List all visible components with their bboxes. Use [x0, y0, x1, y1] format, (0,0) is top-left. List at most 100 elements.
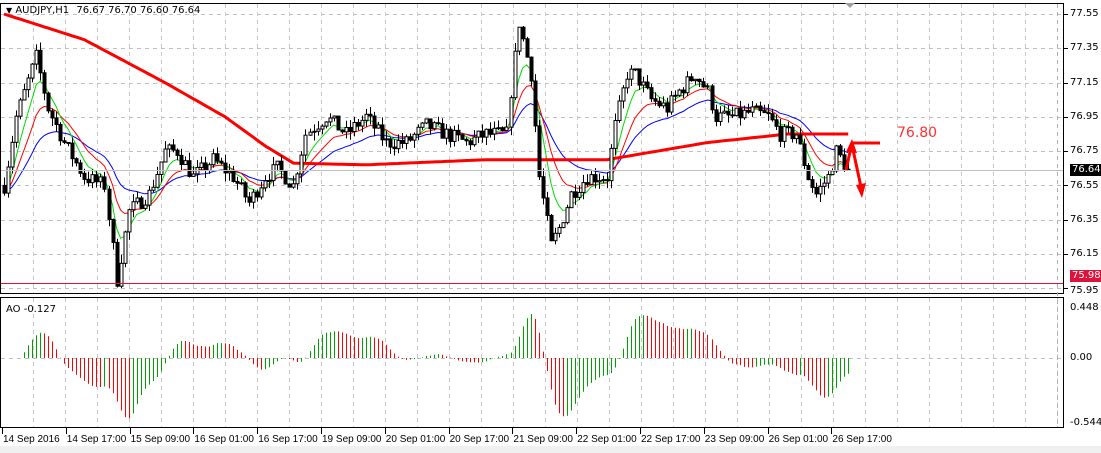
time-label: 23 Sep 09:00 [704, 434, 765, 445]
candle [400, 139, 405, 144]
candle [621, 87, 626, 102]
candle [609, 147, 614, 182]
candle [372, 115, 377, 129]
candle [742, 109, 747, 119]
candle [191, 173, 196, 177]
candle [34, 49, 39, 65]
candle [613, 119, 618, 149]
candle [633, 68, 638, 71]
candle [452, 129, 457, 142]
candle [653, 98, 658, 102]
candle [722, 110, 727, 114]
candle [135, 197, 140, 203]
candle [669, 95, 674, 113]
candle [432, 122, 437, 130]
candle [74, 158, 79, 164]
candle [46, 92, 51, 112]
candle [320, 125, 325, 130]
alert-price-tag: 75.98 [1070, 270, 1101, 282]
candle [159, 161, 164, 175]
candle [766, 112, 771, 115]
candle [10, 141, 15, 168]
candle [412, 133, 417, 141]
candle [275, 160, 280, 166]
candle [219, 160, 224, 164]
candle [661, 102, 666, 107]
candle [163, 148, 168, 163]
candle [818, 185, 823, 195]
candle [798, 134, 803, 145]
candle [86, 178, 91, 184]
candle [509, 97, 514, 128]
candle [26, 77, 31, 91]
candle [710, 85, 715, 111]
candle [58, 124, 63, 142]
candle [14, 115, 19, 143]
candle [50, 110, 55, 119]
candle [488, 128, 493, 135]
ao-tick: -0.544 [1070, 417, 1101, 428]
candle [673, 94, 678, 97]
candle [545, 197, 550, 216]
candle [207, 164, 212, 171]
candle [649, 87, 654, 100]
candle [119, 262, 124, 287]
candle [388, 138, 393, 148]
time-label: 14 Sep 2016 [3, 434, 60, 445]
symbol-header[interactable]: ▼ AUDJPY,H1 76.67 76.70 76.60 76.64 [6, 5, 200, 16]
candle [726, 110, 731, 116]
time-label: 14 Sep 17:00 [66, 434, 127, 445]
candle [565, 207, 570, 224]
candle [115, 241, 120, 287]
candle [308, 131, 313, 136]
current-price-tag: 76.64 [1070, 164, 1101, 176]
candle [794, 134, 799, 140]
candle [525, 38, 530, 58]
candle [585, 182, 590, 185]
candle [271, 164, 276, 182]
candle [78, 162, 83, 174]
candle [259, 187, 264, 198]
candle [569, 191, 574, 209]
candle [428, 118, 433, 130]
candle [778, 125, 783, 142]
candle [2, 184, 7, 194]
candle [629, 68, 634, 80]
candle [360, 119, 365, 127]
candle [420, 122, 425, 128]
candle [754, 105, 759, 108]
candle [183, 160, 188, 165]
ma-long-line [3, 12, 849, 167]
candle [247, 196, 252, 203]
candle [90, 174, 95, 184]
candle [299, 154, 304, 175]
candle [746, 109, 751, 113]
annotation-price-label[interactable]: 76.80 [897, 125, 938, 141]
candle [492, 127, 497, 135]
dropdown-triangle-icon[interactable]: ▼ [6, 6, 13, 15]
symbol-label: AUDJPY,H1 [15, 5, 70, 16]
price-tick: 75.95 [1070, 285, 1099, 296]
time-label: 16 Sep 17:00 [258, 434, 318, 445]
candle [364, 113, 369, 121]
candle [255, 191, 260, 198]
candle [147, 189, 152, 206]
candle [533, 80, 538, 127]
candle [408, 136, 413, 141]
candle [215, 153, 220, 162]
candle [199, 162, 204, 168]
candle [171, 144, 176, 151]
candle [131, 201, 136, 211]
candle [352, 121, 357, 133]
candle [251, 191, 256, 203]
price-tick: 76.75 [1070, 145, 1099, 157]
candle [705, 85, 710, 88]
candle [6, 166, 11, 194]
candle [151, 186, 156, 191]
candle [66, 141, 71, 144]
price-tick: 76.35 [1070, 213, 1099, 225]
candle [496, 127, 501, 130]
candle [340, 129, 345, 133]
candle [553, 232, 558, 242]
